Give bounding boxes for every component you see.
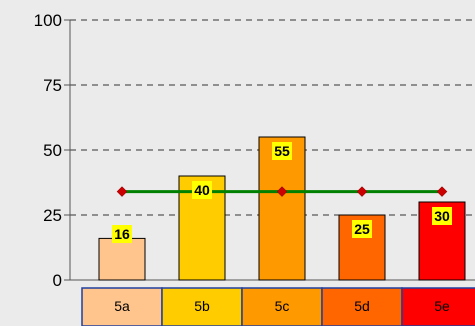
- reference-marker: [116, 186, 128, 197]
- value-label: 30: [434, 208, 450, 224]
- category-label: 5d: [354, 298, 370, 314]
- y-tick-label: 50: [43, 141, 62, 160]
- category-box-5c: [241, 287, 323, 326]
- value-label-box: [352, 220, 372, 238]
- y-tick-label: 0: [53, 271, 62, 290]
- value-label-box: [112, 225, 132, 243]
- y-tick-label: 100: [34, 11, 62, 30]
- category-label: 5b: [194, 298, 210, 314]
- value-label-box: [432, 207, 452, 225]
- value-label: 16: [114, 226, 130, 242]
- category-box-5e: [401, 287, 475, 326]
- reference-marker: [436, 186, 448, 197]
- y-tick-label: 75: [43, 76, 62, 95]
- value-labels: 16 40 55 25 30: [112, 142, 452, 243]
- reference-marker: [356, 186, 368, 197]
- value-label-box: [272, 142, 292, 160]
- category-axis: 5a 5b 5c 5d 5e: [81, 287, 475, 326]
- category-label: 5c: [275, 298, 290, 314]
- y-tick-label: 25: [43, 206, 62, 225]
- bar-5e: [418, 201, 466, 281]
- value-label: 40: [194, 182, 210, 198]
- value-label: 55: [274, 143, 290, 159]
- bar-5a: [98, 237, 146, 281]
- category-box-5d: [321, 287, 403, 326]
- value-label-box: [192, 181, 212, 199]
- reference-line: [116, 186, 448, 197]
- bar-5c: [258, 136, 306, 281]
- category-box-5b: [161, 287, 243, 326]
- reference-marker: [276, 186, 288, 197]
- value-label: 25: [354, 221, 370, 237]
- category-label: 5e: [434, 298, 450, 314]
- category-label: 5a: [114, 298, 130, 314]
